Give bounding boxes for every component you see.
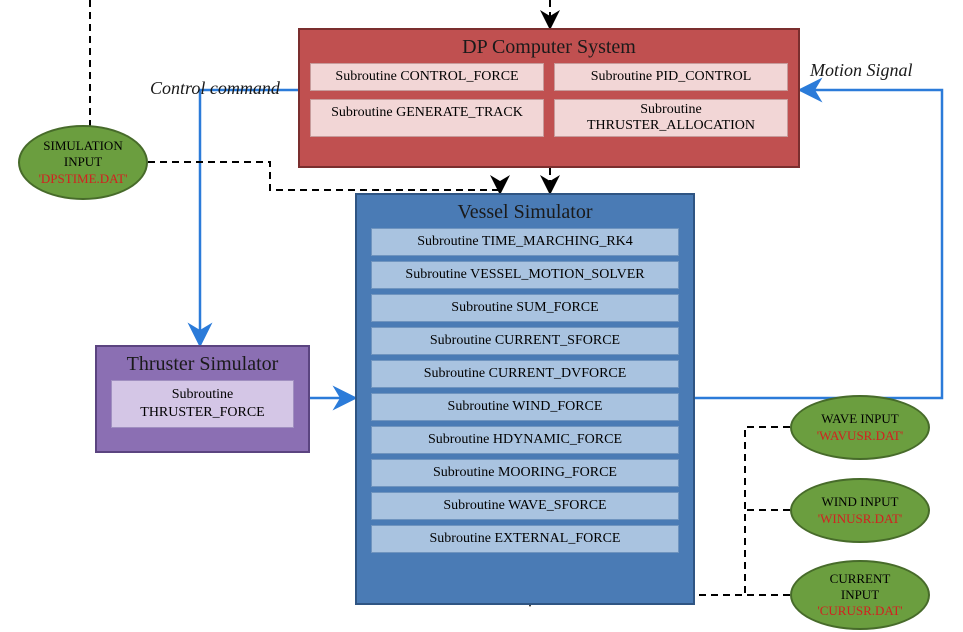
ellipse-line: CURRENT	[830, 571, 891, 587]
ellipse-file: 'CURUSR.DAT'	[817, 603, 902, 619]
vessel-subroutine: Subroutine MOORING_FORCE	[371, 459, 679, 487]
dp-subroutine: Subroutine PID_CONTROL	[554, 63, 788, 91]
ellipse-line: INPUT	[841, 587, 879, 603]
ellipse-line: WAVE INPUT	[821, 411, 898, 427]
dp-subroutine: Subroutine GENERATE_TRACK	[310, 99, 544, 137]
ellipse-line: INPUT	[64, 154, 102, 170]
control-command-label: Control command	[150, 78, 280, 99]
ellipse-line: WIND INPUT	[822, 494, 899, 510]
ellipse-file: 'WINUSR.DAT'	[818, 511, 903, 527]
dp-title: DP Computer System	[300, 30, 798, 63]
wind-input-node: WIND INPUT'WINUSR.DAT'	[790, 478, 930, 543]
simulation-input-node: SIMULATIONINPUT'DPSTIME.DAT'	[18, 125, 148, 200]
thruster-simulator-box: Thruster Simulator SubroutineTHRUSTER_FO…	[95, 345, 310, 453]
wave-input-node: WAVE INPUT'WAVUSR.DAT'	[790, 395, 930, 460]
ellipse-file: 'WAVUSR.DAT'	[817, 428, 903, 444]
vessel-subroutine: Subroutine VESSEL_MOTION_SOLVER	[371, 261, 679, 289]
dp-subroutine: SubroutineTHRUSTER_ALLOCATION	[554, 99, 788, 137]
vessel-simulator-box: Vessel Simulator Subroutine TIME_MARCHIN…	[355, 193, 695, 605]
vessel-subroutine: Subroutine CURRENT_DVFORCE	[371, 360, 679, 388]
vessel-subroutine: Subroutine WAVE_SFORCE	[371, 492, 679, 520]
ellipse-file: 'DPSTIME.DAT'	[39, 171, 128, 187]
vessel-subroutine: Subroutine CURRENT_SFORCE	[371, 327, 679, 355]
ellipse-line: SIMULATION	[43, 138, 122, 154]
dp-subroutine: Subroutine CONTROL_FORCE	[310, 63, 544, 91]
vessel-subroutine: Subroutine SUM_FORCE	[371, 294, 679, 322]
vessel-subroutine: Subroutine EXTERNAL_FORCE	[371, 525, 679, 553]
thruster-title: Thruster Simulator	[97, 347, 308, 380]
vessel-subroutine: Subroutine HDYNAMIC_FORCE	[371, 426, 679, 454]
motion-signal-label: Motion Signal	[810, 60, 913, 81]
dp-computer-system-box: DP Computer System Subroutine CONTROL_FO…	[298, 28, 800, 168]
thruster-subroutine: SubroutineTHRUSTER_FORCE	[111, 380, 294, 428]
vessel-subroutine: Subroutine WIND_FORCE	[371, 393, 679, 421]
vessel-subroutine: Subroutine TIME_MARCHING_RK4	[371, 228, 679, 256]
current-input-node: CURRENTINPUT'CURUSR.DAT'	[790, 560, 930, 630]
vessel-title: Vessel Simulator	[357, 195, 693, 228]
